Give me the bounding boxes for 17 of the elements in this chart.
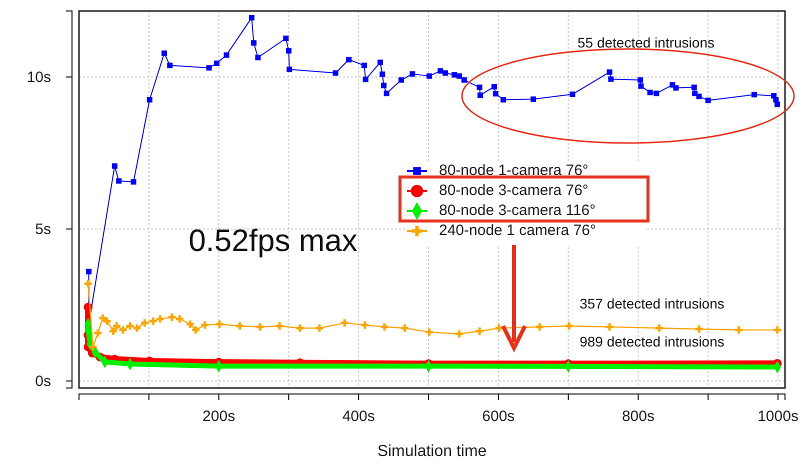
annotation: 55 detected intrusions	[578, 34, 714, 51]
x-tick-label: 1000s	[758, 408, 798, 425]
legend-label: 80-node 3-camera 76°	[439, 182, 588, 199]
y-tick-label: 5s	[35, 220, 51, 238]
x-tick-label: 600s	[482, 408, 515, 425]
y-tick-label: 0s	[35, 372, 51, 390]
annotation: 357 detected intrusions	[580, 296, 724, 312]
legend-label: 240-node 1 camera 76°	[439, 222, 596, 239]
x-tick-label: 800s	[622, 408, 654, 425]
y-tick-label: 10s	[26, 68, 51, 86]
x-tick-label: 200s	[202, 408, 236, 425]
legend-label: 80-node 3-camera 116°	[439, 202, 596, 219]
x-axis-title: Simulation time	[377, 443, 487, 460]
x-tick-label: 400s	[342, 408, 375, 425]
annotation: 989 detected intrusions	[580, 334, 724, 350]
legend-label: 80-node 1-camera 76°	[439, 162, 588, 179]
annotation: 0.52fps max	[188, 223, 358, 258]
